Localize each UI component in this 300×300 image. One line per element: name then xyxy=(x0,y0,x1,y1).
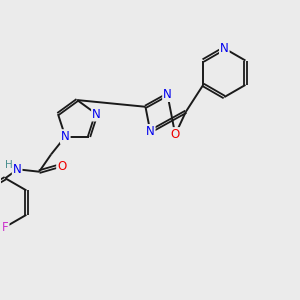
Text: F: F xyxy=(2,221,9,234)
Text: N: N xyxy=(13,163,22,176)
Text: N: N xyxy=(220,42,229,55)
Text: H: H xyxy=(5,160,13,170)
Text: N: N xyxy=(146,125,154,138)
Text: N: N xyxy=(163,88,172,101)
Text: O: O xyxy=(57,160,66,173)
Text: N: N xyxy=(92,107,101,121)
Text: N: N xyxy=(61,130,70,143)
Text: O: O xyxy=(171,128,180,141)
